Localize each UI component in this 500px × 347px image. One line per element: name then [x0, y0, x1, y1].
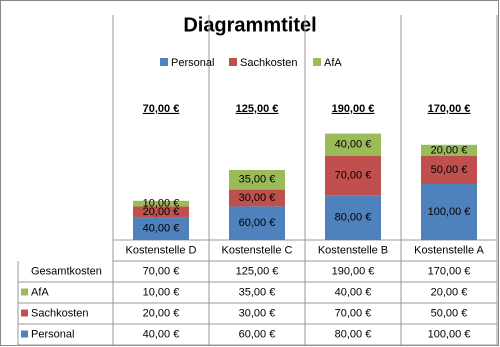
legend-key: [313, 58, 321, 66]
x-tick-label: Kostenstelle D: [126, 244, 197, 256]
bar-segment: [421, 184, 477, 240]
table-cell: 190,00 €: [332, 265, 375, 277]
table-row-label: Gesamtkosten: [31, 265, 102, 277]
table-legend-key: [21, 288, 28, 296]
legend-key: [229, 58, 237, 66]
data-label: 80,00 €: [335, 212, 372, 224]
table-row-label: AfA: [31, 286, 49, 298]
table-cell: 125,00 €: [236, 265, 279, 277]
table-cell: 100,00 €: [428, 328, 471, 340]
table-cell: 80,00 €: [335, 328, 372, 340]
legend-key: [160, 58, 168, 66]
data-label: 35,00 €: [239, 174, 276, 186]
bar-segment: [133, 217, 189, 240]
table-row-label: Personal: [31, 328, 74, 340]
table-cell: 70,00 €: [143, 265, 180, 277]
legend-label: Personal: [171, 57, 214, 69]
data-label: 70,00 €: [335, 170, 372, 182]
data-label: 60,00 €: [239, 217, 276, 229]
table-cell: 20,00 €: [431, 286, 468, 298]
bar-segment: [229, 206, 285, 240]
table-legend-key: [21, 309, 28, 317]
data-label: 40,00 €: [335, 139, 372, 151]
x-tick-label: Kostenstelle C: [222, 244, 293, 256]
table-cell: 70,00 €: [335, 307, 372, 319]
table-legend-key: [21, 330, 28, 338]
table-cell: 60,00 €: [239, 328, 276, 340]
total-label: 190,00 €: [332, 103, 375, 115]
table-row-label: Sachkosten: [31, 307, 88, 319]
table-cell: 50,00 €: [431, 307, 468, 319]
legend-label: Sachkosten: [240, 57, 297, 69]
table-cell: 30,00 €: [239, 307, 276, 319]
bar-segment: [421, 156, 477, 184]
data-label: 10,00 €: [143, 198, 180, 210]
bar-segment: [325, 156, 381, 196]
bar-segment: [133, 206, 189, 218]
data-label: 100,00 €: [428, 206, 471, 218]
data-label: 50,00 €: [431, 164, 468, 176]
table-cell: 35,00 €: [239, 286, 276, 298]
data-label: 30,00 €: [239, 192, 276, 204]
legend-label: AfA: [324, 57, 342, 69]
chart-title: Diagrammtitel: [183, 14, 316, 36]
table-cell: 40,00 €: [143, 328, 180, 340]
table-cell: 20,00 €: [143, 307, 180, 319]
data-label: 40,00 €: [143, 223, 180, 235]
x-tick-label: Kostenstelle A: [414, 244, 484, 256]
bar-segment: [229, 189, 285, 207]
bar-segment: [325, 195, 381, 240]
table-cell: 40,00 €: [335, 286, 372, 298]
total-label: 170,00 €: [428, 103, 471, 115]
bar-segment: [133, 200, 189, 207]
bar-segment: [229, 170, 285, 190]
total-label: 70,00 €: [143, 103, 180, 115]
total-label: 125,00 €: [236, 103, 279, 115]
data-label: 20,00 €: [431, 144, 468, 156]
bar-segment: [421, 144, 477, 156]
x-tick-label: Kostenstelle B: [318, 244, 388, 256]
data-label: 20,00 €: [143, 206, 180, 218]
table-cell: 10,00 €: [143, 286, 180, 298]
bar-segment: [325, 133, 381, 156]
table-cell: 170,00 €: [428, 265, 471, 277]
